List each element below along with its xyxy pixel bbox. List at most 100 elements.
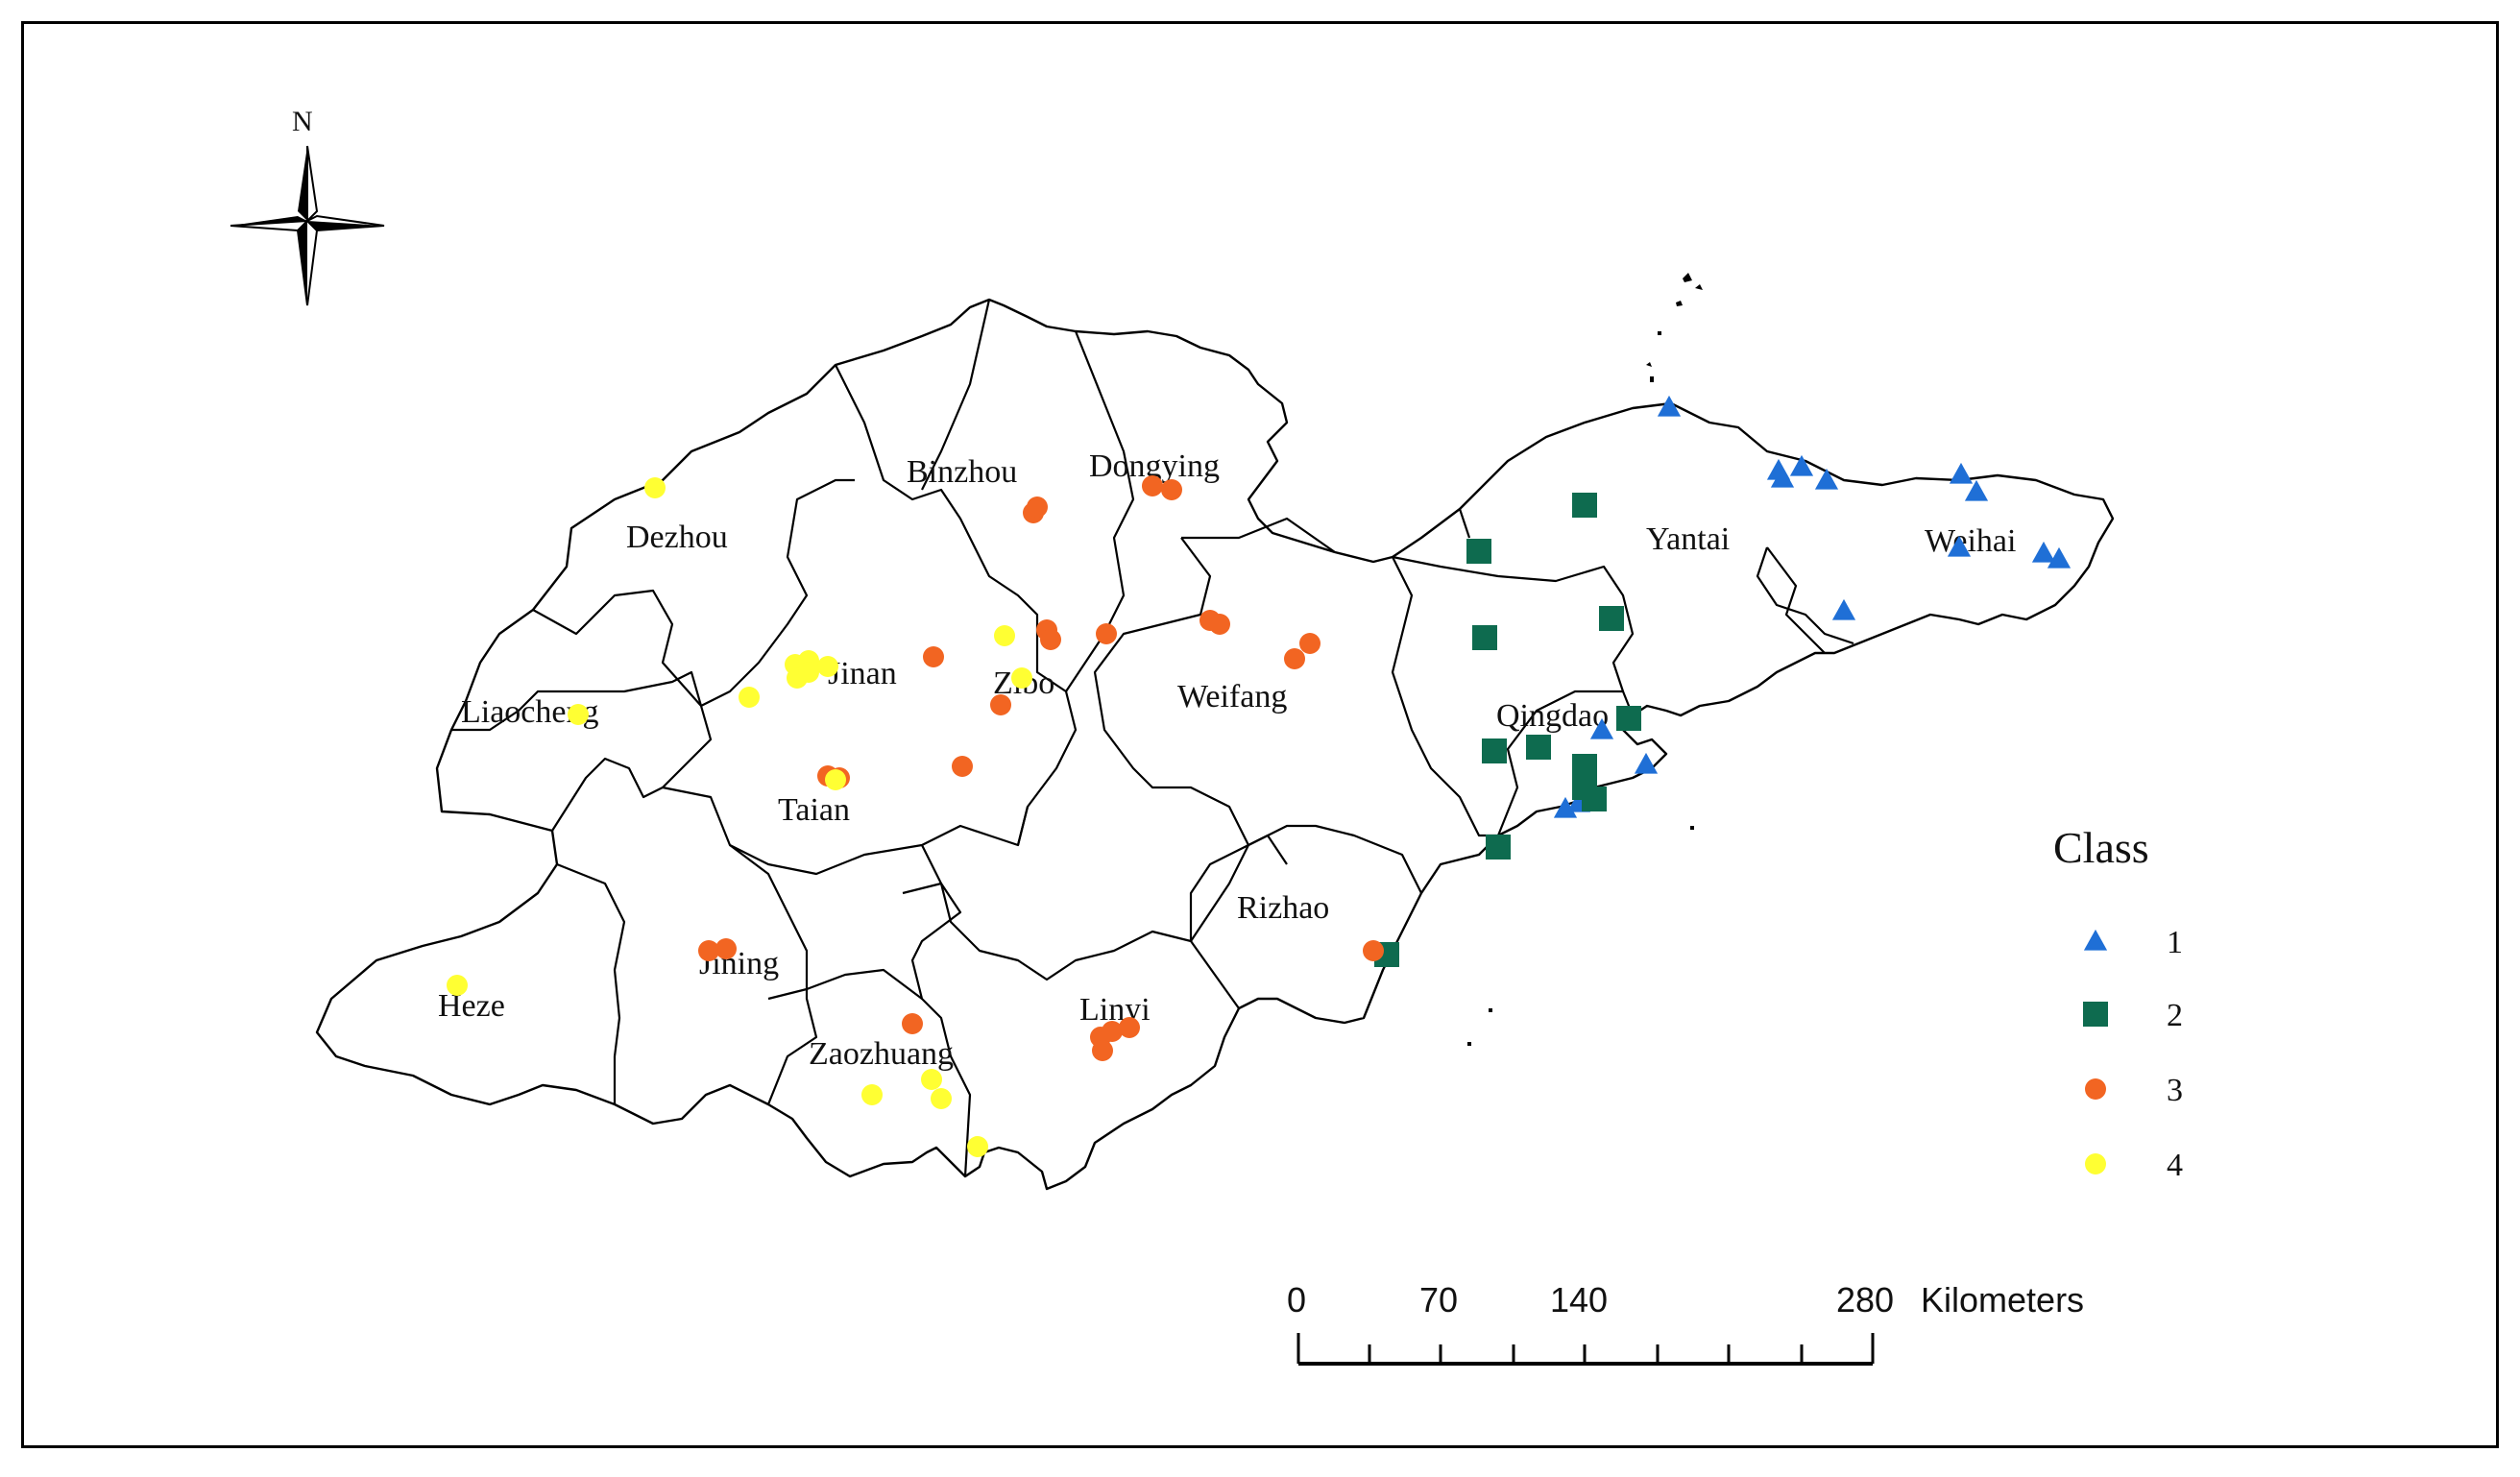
class-1-point xyxy=(1814,468,1839,490)
class-3-point xyxy=(923,646,944,667)
scale-tick-label-0: 0 xyxy=(1287,1280,1306,1320)
city-label-taian: Taian xyxy=(778,792,850,828)
legend: Class 1 2 3 4 xyxy=(2053,823,2183,1183)
class-4-point xyxy=(921,1069,942,1090)
scale-bar: 0 70 140 280 Kilometers xyxy=(1287,1280,2084,1366)
city-boundary xyxy=(921,299,991,491)
city-boundary xyxy=(556,862,626,1104)
city-boundary xyxy=(1065,330,1135,692)
island xyxy=(1690,826,1694,830)
class-4-point xyxy=(817,656,838,677)
class-4-point xyxy=(568,704,589,725)
class-3-point xyxy=(1040,629,1061,650)
legend-symbol-2 xyxy=(2083,1002,2108,1027)
legend-title: Class xyxy=(2053,823,2149,872)
north-arrow-needle-right xyxy=(306,145,319,224)
class-4-point xyxy=(931,1088,952,1109)
province-outline xyxy=(315,298,2115,1191)
class-2-point xyxy=(1486,835,1511,860)
island xyxy=(1467,1042,1471,1046)
legend-symbol-4 xyxy=(2085,1153,2106,1174)
class-2-point xyxy=(1599,606,1624,631)
class-3-point xyxy=(698,940,719,961)
class-3-point xyxy=(1142,475,1163,496)
city-boundary xyxy=(1248,824,1422,894)
class-2-point xyxy=(1582,787,1607,811)
city-labels: Dezhou Binzhou Dongying Liaocheng Jinan … xyxy=(438,448,2016,1072)
class-2-point xyxy=(1572,754,1597,779)
points-layer xyxy=(447,395,2072,1157)
city-label-heze: Heze xyxy=(438,988,505,1024)
city-boundary xyxy=(729,844,818,1105)
class-4-point xyxy=(739,687,760,708)
scale-unit-label: Kilometers xyxy=(1921,1280,2084,1320)
legend-label-1: 1 xyxy=(2167,925,2183,960)
city-boundary xyxy=(1190,844,1249,942)
north-arrow-south-left xyxy=(298,221,307,305)
island xyxy=(1676,301,1683,306)
class-2-point xyxy=(1572,493,1597,518)
class-4-point xyxy=(1011,667,1032,689)
city-boundary xyxy=(451,670,713,832)
city-label-zaozhuang: Zaozhuang xyxy=(809,1036,954,1072)
city-boundary xyxy=(1181,517,1336,553)
class-4-point xyxy=(798,662,819,683)
class-4-point xyxy=(967,1136,988,1157)
city-boundary xyxy=(835,364,1078,846)
legend-label-2: 2 xyxy=(2167,998,2183,1033)
city-boundary xyxy=(1496,690,1635,836)
class-2-point xyxy=(1526,735,1551,760)
class-4-point xyxy=(447,975,468,996)
class-3-point xyxy=(1027,496,1048,518)
city-label-rizhao: Rizhao xyxy=(1237,890,1329,926)
class-1-point xyxy=(2031,541,2056,563)
city-label-weihai: Weihai xyxy=(1925,523,2016,559)
scale-tick-label-70: 70 xyxy=(1419,1280,1458,1320)
class-3-point xyxy=(1209,614,1230,635)
class-4-point xyxy=(994,625,1015,646)
offshore-islands xyxy=(1467,273,1703,1046)
class-2-point xyxy=(1466,539,1491,564)
city-label-weifang: Weifang xyxy=(1177,679,1287,714)
class-3-point xyxy=(902,1013,923,1034)
city-label-qingdao: Qingdao xyxy=(1496,698,1609,734)
class-1-point xyxy=(1770,466,1795,488)
class-3-point xyxy=(1363,940,1384,961)
city-label-yantai: Yantai xyxy=(1646,521,1730,557)
island xyxy=(1683,273,1692,282)
island xyxy=(1489,1008,1492,1012)
class-3-point xyxy=(990,694,1011,715)
class-3-point xyxy=(1299,633,1321,654)
north-arrow: N xyxy=(230,106,385,306)
class-3-point xyxy=(1284,648,1305,669)
city-boundary xyxy=(662,786,1030,876)
class-1-point xyxy=(1831,598,1856,620)
class-3-point xyxy=(1161,479,1182,500)
class-1-point xyxy=(1947,535,1972,557)
scale-ticks xyxy=(1296,1333,1875,1364)
city-boundaries xyxy=(451,299,1854,1177)
city-boundary xyxy=(532,478,855,708)
city-label-jinan: Jinan xyxy=(828,656,897,691)
island xyxy=(1658,331,1661,335)
class-4-point xyxy=(861,1084,883,1105)
class-1-point xyxy=(1949,462,1974,484)
class-3-point xyxy=(715,938,737,959)
class-3-point xyxy=(1092,1040,1113,1061)
class-2-point xyxy=(1616,706,1641,731)
city-label-binzhou: Binzhou xyxy=(907,454,1017,490)
class-4-point xyxy=(825,769,846,790)
city-boundary xyxy=(1458,508,1471,539)
class-1-point xyxy=(1964,479,1989,501)
province-boundary xyxy=(315,298,2115,1191)
class-3-point xyxy=(1119,1017,1140,1038)
island xyxy=(1695,284,1703,290)
city-label-dezhou: Dezhou xyxy=(626,520,728,555)
legend-label-3: 3 xyxy=(2167,1073,2183,1108)
north-arrow-east-bottom xyxy=(307,221,384,230)
legend-label-4: 4 xyxy=(2167,1148,2183,1183)
scale-tick-label-280: 280 xyxy=(1836,1280,1894,1320)
map-frame xyxy=(21,21,2499,1448)
city-boundary xyxy=(767,968,923,1001)
